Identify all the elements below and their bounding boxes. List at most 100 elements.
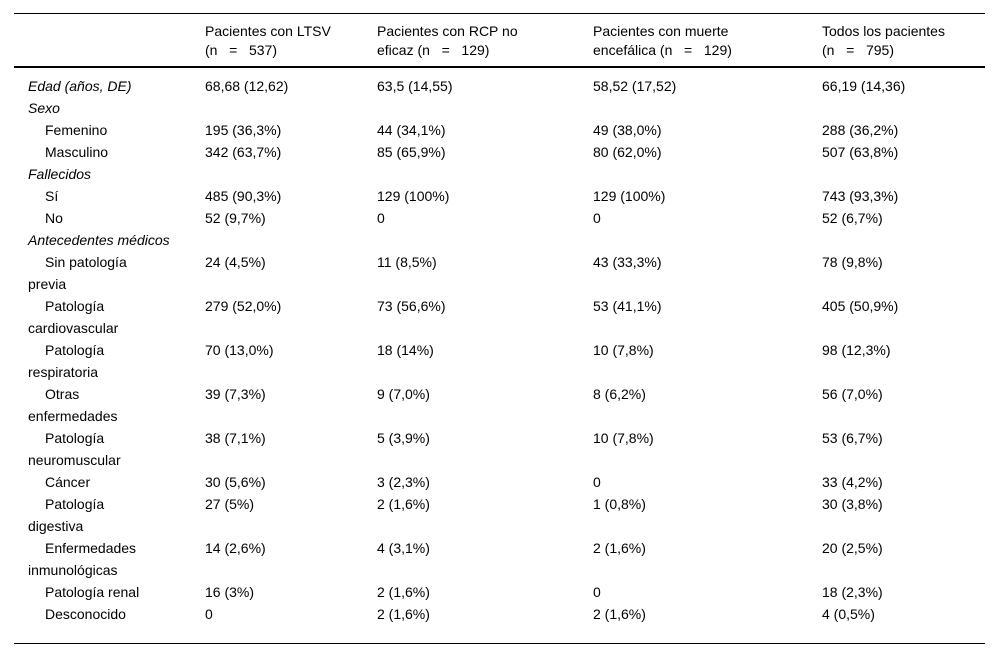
row-label: Desconocido	[45, 606, 126, 622]
row-label: No	[45, 210, 63, 226]
row-label: Sí	[45, 188, 59, 204]
cell-muerte-encefalica: 58,52 (17,52)	[593, 78, 677, 94]
cell-rcp-no-eficaz: 63,5 (14,55)	[377, 78, 453, 94]
cell-rcp-no-eficaz: 85 (65,9%)	[377, 144, 446, 160]
row-label: Masculino	[45, 144, 109, 160]
row-label: Patología digestiva	[28, 496, 105, 534]
cell-rcp-no-eficaz	[377, 229, 593, 251]
cell-ltsv	[205, 229, 377, 251]
column-header	[14, 13, 205, 68]
table-row: Patología respiratoria 70 (13,0%) 18 (14…	[14, 339, 985, 383]
table-row: Edad (años, DE) 68,68 (12,62) 63,5 (14,5…	[14, 67, 985, 97]
cell-ltsv: 70 (13,0%)	[205, 342, 274, 358]
table-row: Otras enfermedades 39 (7,3%) 9 (7,0%) 8 …	[14, 383, 985, 427]
cell-muerte-encefalica: 0	[593, 474, 601, 490]
table-row: Sí 485 (90,3%) 129 (100%) 129 (100%) 743…	[14, 185, 985, 207]
cell-rcp-no-eficaz: 4 (3,1%)	[377, 540, 430, 556]
cell-ltsv: 342 (63,7%)	[205, 144, 282, 160]
cell-todos: 507 (63,8%)	[822, 144, 899, 160]
cell-rcp-no-eficaz: 2 (1,6%)	[377, 496, 430, 512]
cell-rcp-no-eficaz: 5 (3,9%)	[377, 430, 430, 446]
table-row: No 52 (9,7%) 0 0 52 (6,7%)	[14, 207, 985, 229]
cell-muerte-encefalica: 129 (100%)	[593, 188, 666, 204]
cell-rcp-no-eficaz	[377, 97, 593, 119]
cell-muerte-encefalica: 8 (6,2%)	[593, 386, 646, 402]
row-label: Cáncer	[45, 474, 91, 490]
row-label: Patología cardiovascular	[28, 298, 119, 336]
cell-muerte-encefalica: 49 (38,0%)	[593, 122, 662, 138]
cell-ltsv: 68,68 (12,62)	[205, 78, 289, 94]
table-row: Sin patología previa 24 (4,5%) 11 (8,5%)…	[14, 251, 985, 295]
row-label: Antecedentes médicos	[28, 232, 170, 248]
row-label: Patología renal	[45, 584, 140, 600]
cell-muerte-encefalica: 2 (1,6%)	[593, 606, 646, 622]
cell-ltsv	[205, 97, 377, 119]
cell-muerte-encefalica	[593, 229, 822, 251]
cell-ltsv: 38 (7,1%)	[205, 430, 266, 446]
table-row: Masculino 342 (63,7%) 85 (65,9%) 80 (62,…	[14, 141, 985, 163]
row-label: Fallecidos	[28, 166, 92, 182]
table-row: Femenino 195 (36,3%) 44 (34,1%) 49 (38,0…	[14, 119, 985, 141]
row-label: Patología neuromuscular	[28, 430, 121, 468]
cell-muerte-encefalica: 1 (0,8%)	[593, 496, 646, 512]
cell-muerte-encefalica	[593, 97, 822, 119]
cell-todos: 56 (7,0%)	[822, 386, 883, 402]
table-row: Antecedentes médicos	[14, 229, 985, 251]
cell-ltsv: 52 (9,7%)	[205, 210, 266, 226]
table-row: Cáncer 30 (5,6%) 3 (2,3%) 0 33 (4,2%)	[14, 471, 985, 493]
cell-todos: 33 (4,2%)	[822, 474, 883, 490]
header-row: Pacientes con LTSV (n = 537) Pacientes co…	[14, 13, 985, 68]
cell-rcp-no-eficaz: 129 (100%)	[377, 188, 450, 204]
cell-todos: 98 (12,3%)	[822, 342, 891, 358]
column-header: Pacientes con LTSV (n = 537)	[205, 13, 377, 68]
cell-ltsv: 16 (3%)	[205, 584, 255, 600]
cell-ltsv: 27 (5%)	[205, 496, 255, 512]
cell-ltsv	[205, 163, 377, 185]
column-header: Todos los pacientes (n = 795)	[822, 13, 985, 68]
cell-todos	[822, 163, 985, 185]
cell-todos: 53 (6,7%)	[822, 430, 883, 446]
cell-todos	[822, 229, 985, 251]
column-header: Pacientes con RCP no eficaz (n = 129)	[377, 13, 593, 68]
table-row: Patología neuromuscular 38 (7,1%) 5 (3,9…	[14, 427, 985, 471]
cell-ltsv: 30 (5,6%)	[205, 474, 266, 490]
column-header: Pacientes con muerte encefálica (n = 129…	[593, 13, 822, 68]
cell-ltsv: 279 (52,0%)	[205, 298, 282, 314]
cell-todos: 78 (9,8%)	[822, 254, 883, 270]
table-header: Pacientes con LTSV (n = 537) Pacientes co…	[14, 13, 985, 68]
cell-todos: 18 (2,3%)	[822, 584, 883, 600]
cell-muerte-encefalica: 2 (1,6%)	[593, 540, 646, 556]
table-row: Patología renal 16 (3%) 2 (1,6%) 0 18 (2…	[14, 581, 985, 603]
cell-rcp-no-eficaz: 2 (1,6%)	[377, 584, 430, 600]
cell-rcp-no-eficaz: 9 (7,0%)	[377, 386, 430, 402]
row-label: Otras enfermedades	[28, 386, 118, 424]
row-label: Sexo	[28, 100, 60, 116]
cell-muerte-encefalica: 10 (7,8%)	[593, 342, 654, 358]
row-label: Femenino	[45, 122, 108, 138]
cell-muerte-encefalica: 0	[593, 584, 601, 600]
cell-todos	[822, 97, 985, 119]
row-label: Edad (años, DE)	[28, 78, 132, 94]
cell-rcp-no-eficaz: 18 (14%)	[377, 342, 434, 358]
table-row: Patología cardiovascular 279 (52,0%) 73 …	[14, 295, 985, 339]
cell-muerte-encefalica	[593, 163, 822, 185]
cell-rcp-no-eficaz	[377, 163, 593, 185]
cell-todos: 52 (6,7%)	[822, 210, 883, 226]
cell-ltsv: 0	[205, 606, 213, 622]
cell-ltsv: 195 (36,3%)	[205, 122, 282, 138]
row-label: Sin patología previa	[28, 254, 127, 292]
table-body: Edad (años, DE) 68,68 (12,62) 63,5 (14,5…	[14, 67, 985, 644]
table-row: Patología digestiva 27 (5%) 2 (1,6%) 1 (…	[14, 493, 985, 537]
cell-todos: 66,19 (14,36)	[822, 78, 906, 94]
cell-muerte-encefalica: 10 (7,8%)	[593, 430, 654, 446]
cell-ltsv: 24 (4,5%)	[205, 254, 266, 270]
cell-rcp-no-eficaz: 73 (56,6%)	[377, 298, 446, 314]
cell-muerte-encefalica: 0	[593, 210, 601, 226]
cell-rcp-no-eficaz: 0	[377, 210, 385, 226]
cell-todos: 743 (93,3%)	[822, 188, 899, 204]
cell-rcp-no-eficaz: 3 (2,3%)	[377, 474, 430, 490]
table-row: Sexo	[14, 97, 985, 119]
cell-muerte-encefalica: 43 (33,3%)	[593, 254, 662, 270]
cell-todos: 20 (2,5%)	[822, 540, 883, 556]
